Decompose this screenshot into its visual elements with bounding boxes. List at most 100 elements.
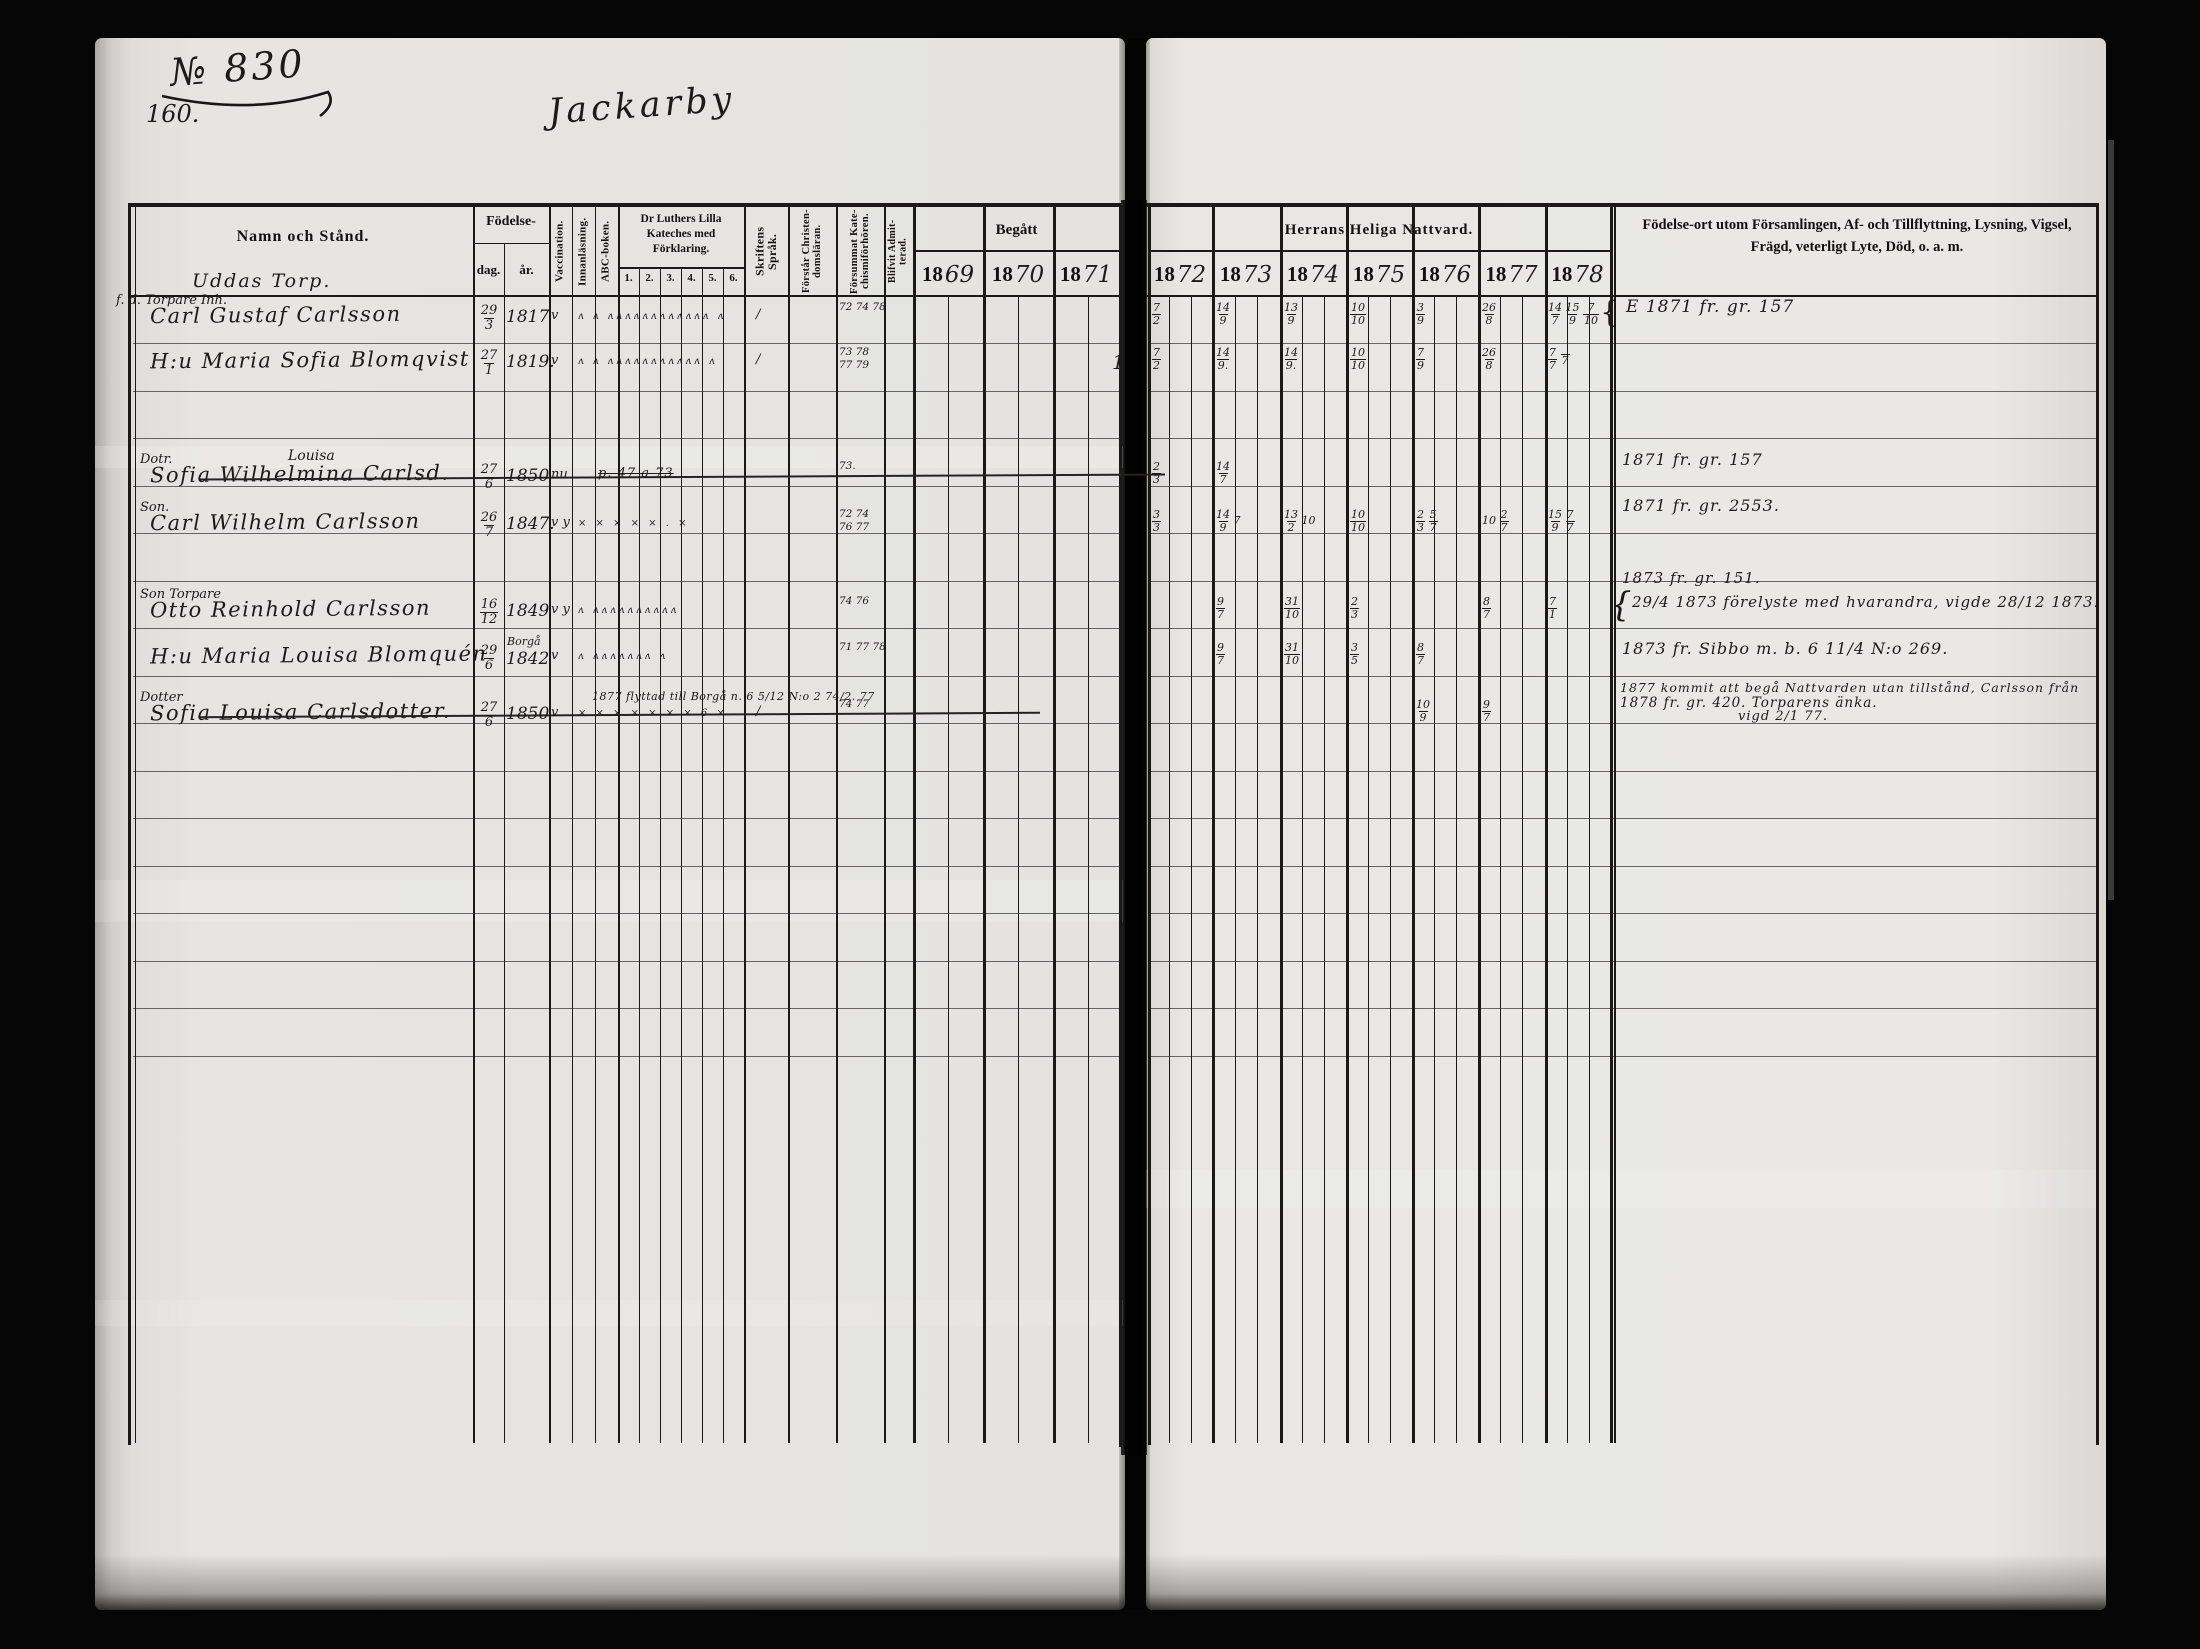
record-number-flourish [161, 90, 332, 118]
scripture-mark: / [756, 307, 761, 322]
table-vline [983, 203, 986, 1443]
marginal-note: 1878 fr. gr. 420. Torparens änka. [1620, 695, 1878, 711]
year-prefix: 18 [1219, 262, 1241, 286]
table-vline [595, 206, 596, 1443]
missed-catechism-years: 74 76 [839, 595, 870, 607]
missed-catechism-years: 74 77 [839, 698, 870, 710]
table-vline [702, 268, 703, 1443]
table-hline [1146, 203, 2098, 207]
table-hline [1148, 961, 2096, 962]
person-name: H:u Maria Sofia Blomqvist [149, 346, 470, 374]
birth-year: 1847. [506, 514, 555, 534]
communion-date: 13 9 [1284, 301, 1298, 327]
table-hline [1148, 866, 2096, 867]
communion-date: 14 9 7 [1216, 508, 1241, 534]
communion-date: 10 10 [1350, 508, 1366, 534]
table-hline [128, 203, 1122, 207]
table-vline [1148, 203, 1151, 1445]
birth-year: 1842 [506, 649, 550, 669]
table-vline [572, 206, 573, 1443]
marginal-note: 1871 fr. gr. 157 [1622, 450, 1763, 469]
table-hline [133, 723, 1119, 724]
birth-day: 16 12 [479, 597, 499, 627]
year-prefix: 18 [1059, 262, 1081, 286]
year-header: 18 75 [1346, 254, 1412, 295]
stray-mark: 1 [1112, 350, 1125, 374]
col-header-missed: Försummat Kate- chismiförhören. [848, 209, 871, 294]
marginal-note: 1873 fr. gr. 151. [1622, 569, 1761, 587]
birth-day: 27 6 [480, 700, 498, 730]
table-hline [1148, 628, 2096, 629]
table-hline [133, 676, 1119, 677]
communion-date: 26 8 [1482, 301, 1496, 327]
person-name: Sofia Louisa Carlsdotter. [149, 698, 452, 726]
table-vline [1545, 203, 1548, 1443]
table-hline [1148, 676, 2096, 677]
col-header-catechism: Dr Luthers Lilla Kateches med Förklaring… [640, 213, 722, 255]
vaccination-mark: v [551, 648, 559, 663]
table-hline [133, 628, 1119, 629]
table-hline [618, 267, 744, 269]
note-brace: { [1600, 295, 1620, 330]
year-suffix: 77 [1508, 261, 1538, 288]
marginal-note: E 1871 fr. gr. 157 [1626, 297, 1795, 317]
table-vline [1302, 297, 1303, 1443]
marginal-note: 1871 fr. gr. 2553. [1622, 496, 1780, 515]
col-header-notes: Födelse-ort utom Församlingen, Af- och T… [1642, 217, 2072, 256]
vaccination-mark: v [551, 308, 559, 323]
catechism-number: 1. [624, 272, 633, 284]
reading-marks: ʌ ʌ ʌʌʌʌʌʌʌʌʌʌʌʌ ʌ [578, 311, 727, 322]
row-group-label: Dotter [140, 690, 183, 705]
table-hline [1148, 438, 2096, 439]
year-prefix: 18 [1352, 262, 1374, 286]
person-name: Otto Reinhold Carlsson [149, 595, 432, 623]
table-hline [128, 295, 1122, 297]
year-suffix: 75 [1375, 261, 1406, 288]
table-hline [1148, 486, 2096, 487]
table-hline [133, 913, 1119, 914]
table-hline [1148, 1008, 2096, 1009]
table-hline [1148, 818, 2096, 819]
marginal-note: { [1610, 585, 1633, 625]
table-vline [1434, 297, 1435, 1443]
marginal-note: 1877 kommit att begå Nattvarden utan til… [1620, 680, 2080, 695]
inserted-name: Louisa [288, 448, 335, 464]
col-header-reading: Innanläsning. [576, 217, 589, 286]
table-hline [1148, 1056, 2096, 1057]
table-vline [1412, 203, 1415, 1443]
catechism-number: 6. [729, 272, 738, 284]
table-vline [1324, 297, 1325, 1443]
year-header: 18 71 [1053, 254, 1119, 295]
table-vline [504, 243, 505, 1443]
table-hline [133, 533, 1119, 534]
year-suffix: 78 [1574, 261, 1604, 288]
table-vline [135, 206, 136, 1443]
table-hline [133, 391, 1119, 392]
birth-day: 26 7 [480, 510, 498, 540]
col-header-communion: Herrans Heliga Nattvard. [1284, 222, 1474, 238]
table-vline [788, 206, 790, 1443]
communion-date: 31 10 [1284, 641, 1300, 667]
table-vline [1053, 203, 1056, 1443]
table-hline [1148, 723, 2096, 724]
col-header-birth-year: år. [519, 262, 534, 277]
birth-day: 29 6 [480, 643, 498, 673]
table-hline [133, 818, 1119, 819]
table-hline [1148, 343, 2096, 344]
row-group-label: Son. [140, 500, 170, 515]
row-group-label: Dotr. [140, 452, 173, 467]
table-vline [1567, 297, 1568, 1443]
year-prefix: 18 [1551, 262, 1573, 286]
missed-catechism-years: 76 77 [839, 521, 870, 533]
table-vline [549, 206, 551, 1443]
communion-date: 13 2 10 [1284, 508, 1316, 534]
vaccination-mark: v [551, 353, 559, 368]
year-suffix: 76 [1441, 261, 1472, 288]
